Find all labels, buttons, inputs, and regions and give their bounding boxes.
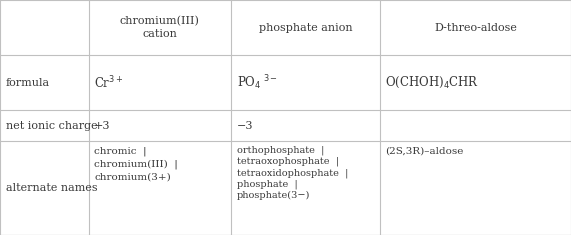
Text: formula: formula	[6, 78, 50, 88]
Text: tetraoxidophosphate  |: tetraoxidophosphate |	[237, 168, 348, 178]
Text: D-threo-aldose: D-threo-aldose	[434, 23, 517, 33]
Text: chromium(3+): chromium(3+)	[94, 173, 171, 182]
Text: chromium(III)
cation: chromium(III) cation	[120, 16, 200, 39]
Text: (2S,3R)–aldose: (2S,3R)–aldose	[385, 147, 464, 156]
Text: phosphate  |: phosphate |	[237, 180, 297, 189]
Text: tetraoxophosphate  |: tetraoxophosphate |	[237, 157, 339, 166]
Text: chromic  |: chromic |	[94, 147, 147, 156]
Text: orthophosphate  |: orthophosphate |	[237, 146, 324, 155]
Text: chromium(III)  |: chromium(III) |	[94, 160, 178, 169]
Text: alternate names: alternate names	[6, 183, 97, 193]
Text: O(CHOH)$_4$CHR: O(CHOH)$_4$CHR	[385, 75, 480, 90]
Text: +3: +3	[94, 121, 111, 131]
Text: phosphate(3−): phosphate(3−)	[237, 191, 311, 200]
Text: Cr$^{3+}$: Cr$^{3+}$	[94, 74, 124, 91]
Text: net ionic charge: net ionic charge	[6, 121, 97, 131]
Text: PO$_4$$^{\ 3-}$: PO$_4$$^{\ 3-}$	[237, 74, 278, 92]
Text: −3: −3	[237, 121, 254, 131]
Text: phosphate anion: phosphate anion	[259, 23, 352, 33]
